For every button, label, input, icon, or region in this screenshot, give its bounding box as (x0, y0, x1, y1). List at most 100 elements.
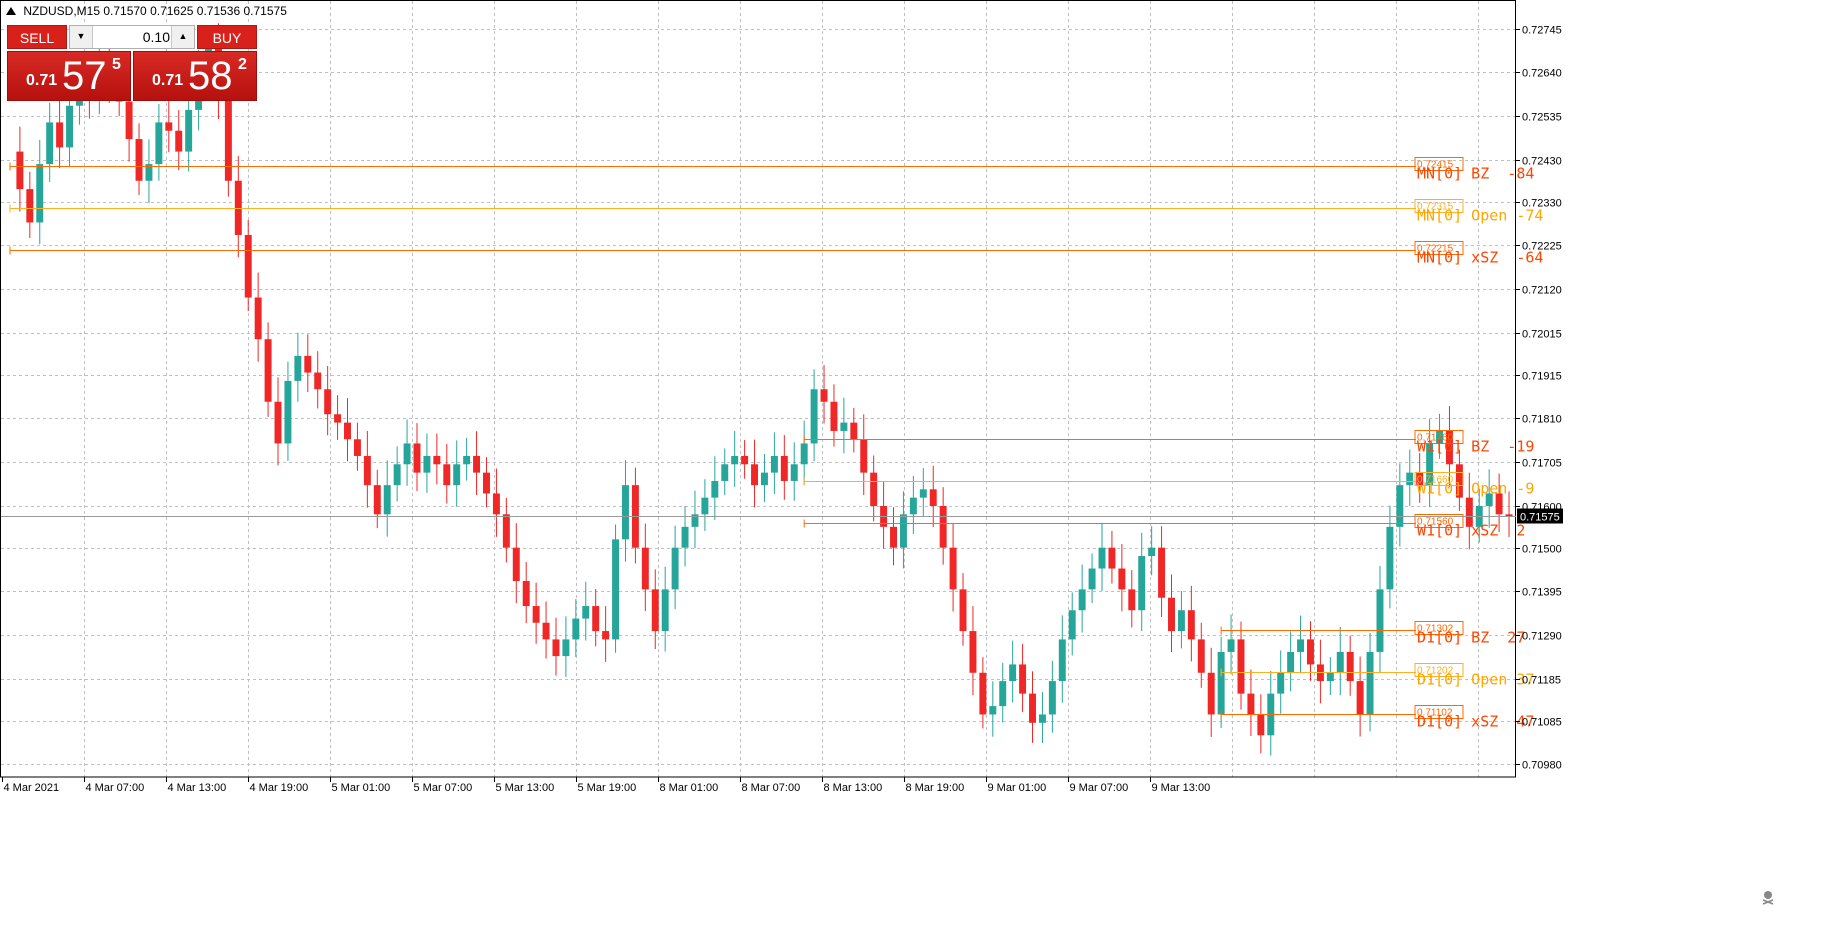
y-tick-label: 0.71810 (1522, 414, 1562, 426)
candle-body (1138, 556, 1146, 611)
level-price-box (1414, 472, 1464, 486)
candle-body (612, 539, 620, 640)
level-label: MN[0] BZ -84 (1417, 165, 1534, 183)
candle-body (36, 164, 44, 223)
candle-body (135, 139, 143, 181)
chart-axes: 0.72745 0.72640 0.72535 0.72430 0.72330 0.722… (0, 0, 1774, 905)
buy-button[interactable]: BUY (197, 25, 257, 49)
candle-body (661, 589, 669, 632)
candle-body (403, 443, 411, 465)
candle-body (939, 505, 947, 548)
lot-increase-button[interactable]: ▲ (171, 26, 194, 48)
plot-frame (0, 0, 1516, 778)
candle-body (522, 581, 530, 607)
candle-body (1426, 443, 1434, 486)
y-tick-label: 0.71915 (1522, 371, 1562, 383)
candle-body (1187, 610, 1195, 640)
level-label: D1[0] xSZ 47 (1417, 713, 1534, 731)
lot-decrease-button[interactable]: ▼ (70, 26, 93, 48)
candle-body (552, 639, 560, 657)
candle-body (671, 547, 679, 590)
y-tick-label: 0.72430 (1522, 156, 1562, 168)
sell-quote-pips: 57 (62, 54, 107, 98)
candle-body (234, 180, 242, 235)
sell-quote-prefix: 0.71 (26, 72, 58, 89)
candle-body (641, 547, 649, 590)
candle-body (453, 464, 461, 486)
chart-header: NZDUSD,M15 0.71570 0.71625 0.71536 0.715… (6, 4, 287, 18)
lot-size-stepper: ▼ ▲ (69, 25, 195, 49)
candle-body (483, 472, 490, 494)
candle-body (860, 439, 868, 473)
candle-body (1118, 568, 1126, 590)
candle-body (711, 480, 719, 498)
candle-body (651, 589, 659, 632)
chevron-up-icon: ▲ (178, 31, 188, 41)
candle-body (1227, 639, 1235, 652)
candle-body (492, 493, 500, 515)
y-tick-label: 0.71705 (1522, 458, 1562, 470)
candle-body (691, 514, 699, 527)
y-tick-label: 0.72015 (1522, 329, 1562, 341)
candle-body (1346, 651, 1354, 682)
candle-body (929, 489, 937, 506)
candle-body (1048, 681, 1056, 715)
lot-size-input[interactable] (94, 27, 170, 47)
candle-body (1495, 493, 1503, 515)
candle-body (363, 455, 371, 486)
candle-body (532, 606, 540, 623)
candle-body (870, 472, 878, 506)
candle-body (800, 443, 808, 465)
candle-body (999, 681, 1007, 707)
candle-body (324, 389, 332, 415)
candle-body (1068, 610, 1076, 640)
candle-body (1207, 672, 1215, 715)
collapse-triangle-icon[interactable] (6, 7, 16, 15)
candle-body (1217, 651, 1225, 715)
level-price-box (1414, 705, 1464, 719)
level-price-label: 0.71102 (1417, 708, 1453, 719)
y-tick-label: 0.72745 (1522, 25, 1562, 37)
y-tick-label: 0.72120 (1522, 285, 1562, 297)
level-label: MN[0] Open -74 (1417, 207, 1543, 225)
candlestick-series (16, 23, 1513, 756)
candle-body (413, 443, 421, 473)
candle-body (1038, 714, 1046, 723)
candle-body (1168, 597, 1175, 632)
candle-body (899, 514, 907, 548)
candle-body (463, 455, 471, 465)
candle-body (1019, 664, 1027, 694)
candle-body (890, 526, 897, 548)
candle-body (602, 631, 610, 640)
candle-body (304, 355, 312, 373)
candle-body (681, 526, 689, 548)
x-tick-label: 4 Mar 19:00 (250, 782, 309, 794)
candle-body (155, 122, 163, 165)
candle-body (1009, 664, 1017, 682)
candle-body (542, 622, 550, 640)
level-label: W1[0] Open -9 (1417, 480, 1534, 498)
candle-body (264, 339, 272, 402)
level-price-label: 0.71760 (1417, 433, 1454, 444)
chart-title: NZDUSD,M15 0.71570 0.71625 0.71536 0.715… (23, 4, 287, 18)
sell-button[interactable]: SELL (7, 25, 67, 49)
candle-body (1277, 672, 1285, 694)
buy-quote[interactable]: 0.71 58 2 (133, 51, 257, 101)
candle-body (1386, 526, 1394, 590)
candle-body (26, 189, 34, 223)
candle-body (760, 472, 768, 486)
x-tick-label: 8 Mar 01:00 (660, 782, 719, 794)
chevron-down-icon: ▼ (76, 31, 86, 41)
candle-body (701, 497, 709, 515)
candle-body (1128, 589, 1136, 611)
candle-body (1177, 610, 1185, 632)
candle-body (989, 706, 997, 715)
y-tick-label: 0.72225 (1522, 241, 1562, 253)
level-price-label: 0.71202 (1417, 666, 1454, 677)
level-label: W1[0] BZ -19 (1417, 438, 1534, 456)
candle-body (433, 455, 441, 465)
sell-quote[interactable]: 0.71 57 5 (7, 51, 131, 101)
candle-body (1505, 514, 1513, 517)
